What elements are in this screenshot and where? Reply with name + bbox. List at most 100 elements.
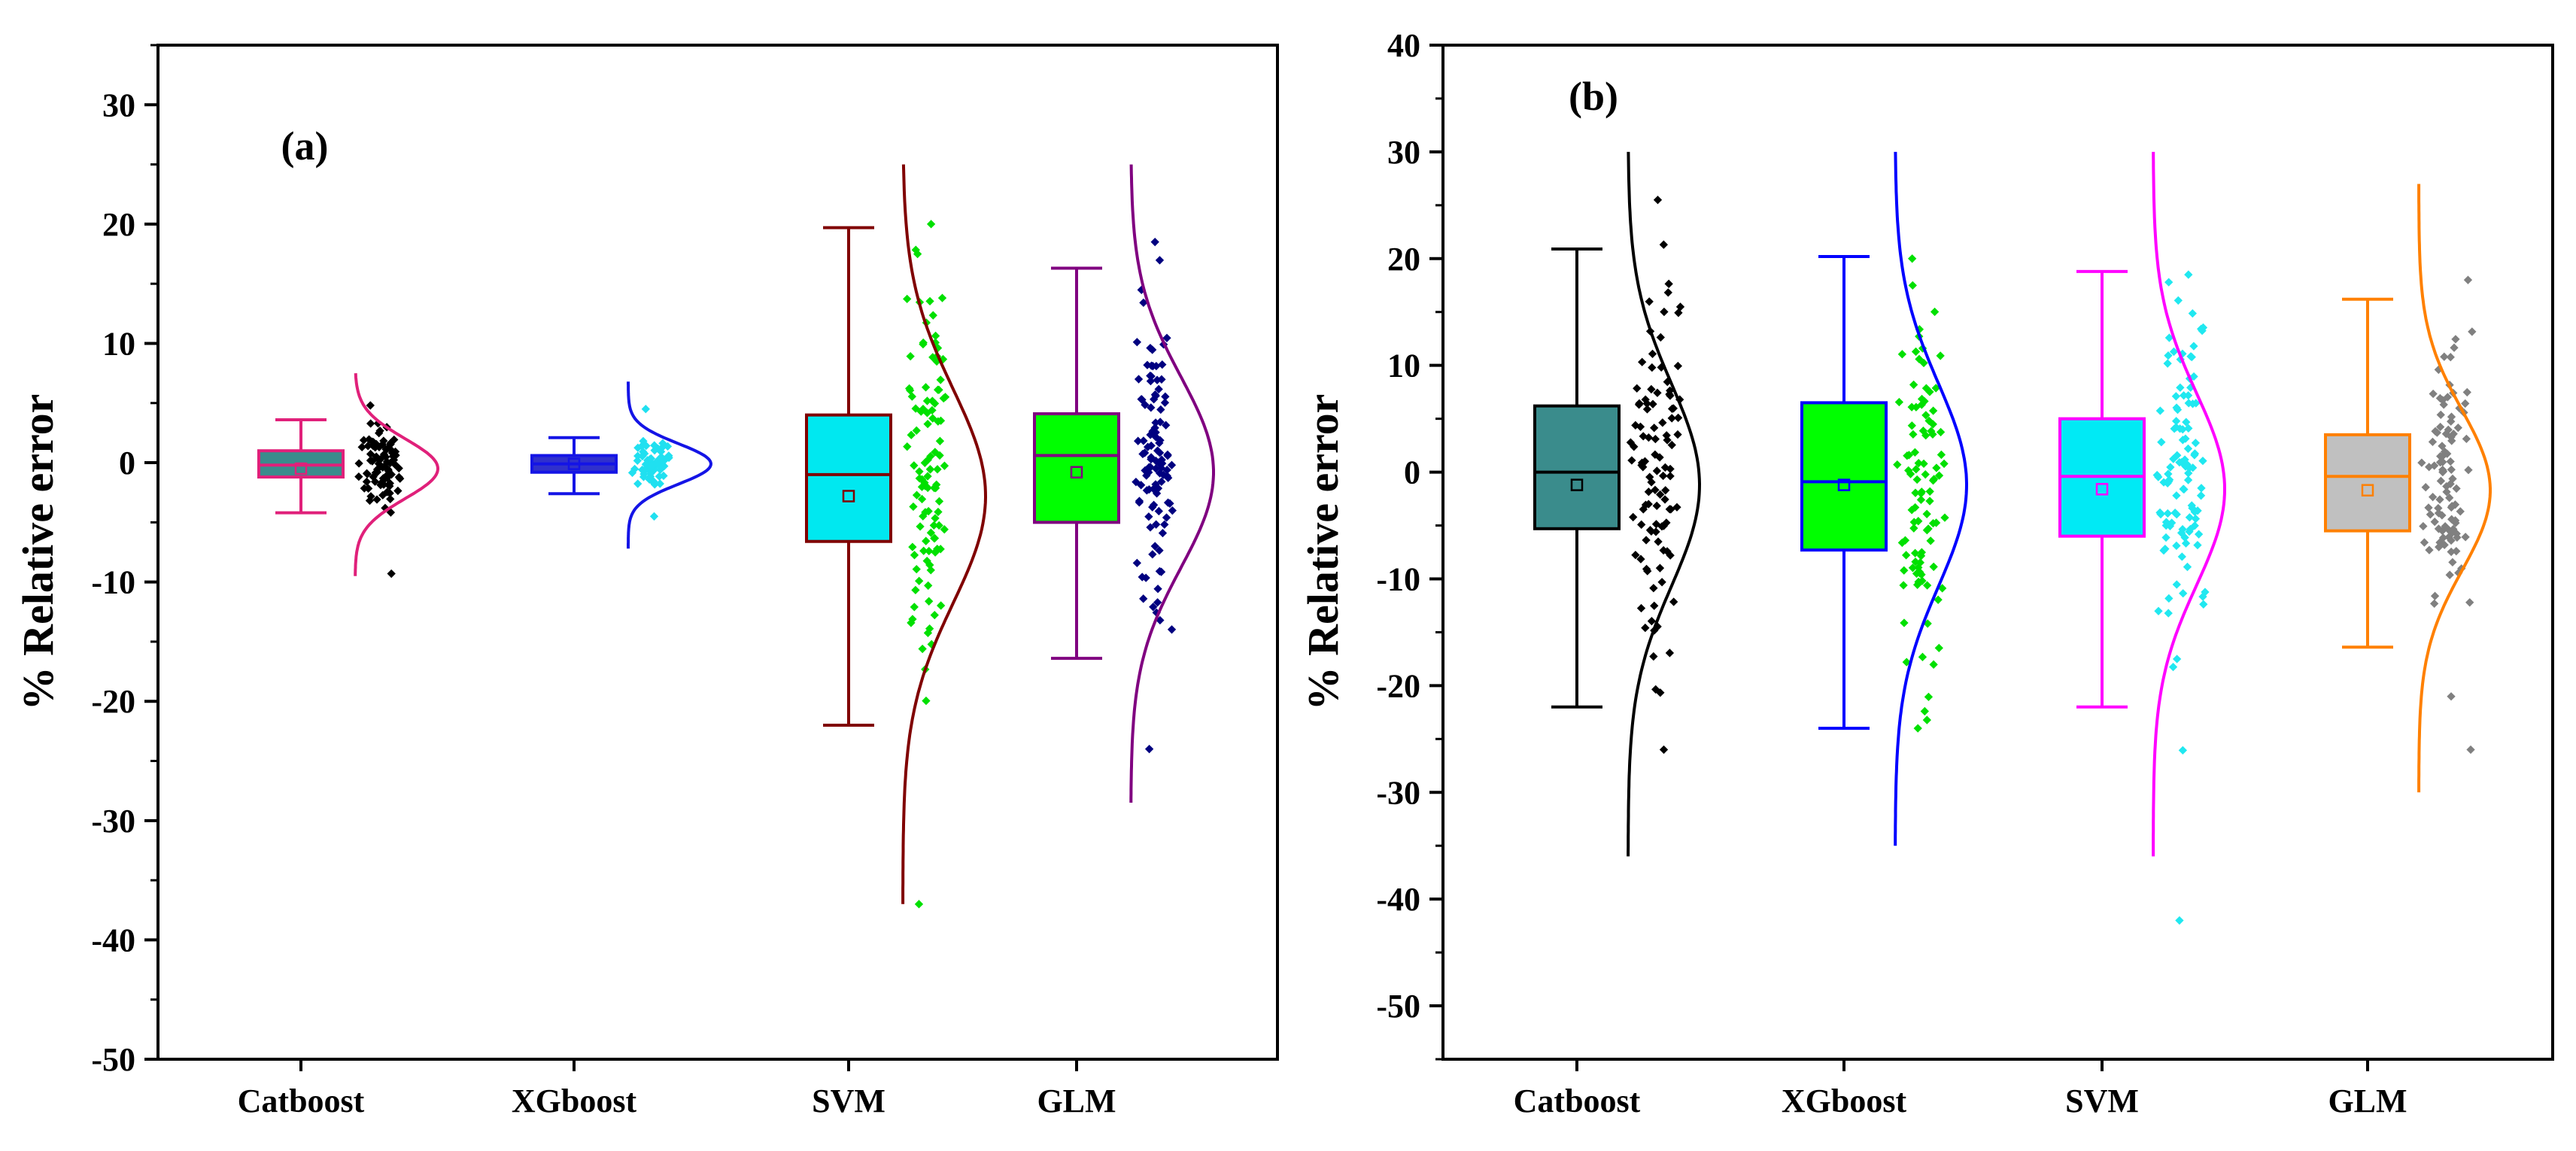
y-tick-label: -20 [91,683,135,720]
data-point [1937,450,1946,460]
data-point [2462,434,2471,444]
data-point [1148,550,1157,559]
data-point [1139,436,1148,445]
data-point [934,521,943,530]
data-point [2447,503,2456,512]
data-point [1907,402,1916,412]
data-point [1641,623,1650,633]
y-axis-label: % Relative error [14,394,62,711]
data-point [2451,335,2460,344]
data-point [1162,513,1171,522]
data-point [2445,494,2454,503]
data-point [2452,484,2461,494]
data-point [2417,458,2426,467]
data-point [911,245,920,254]
data-point [1651,485,1660,494]
data-point [2172,541,2181,551]
data-point [1636,554,1645,563]
data-point [1669,597,1678,606]
data-point [1647,617,1657,626]
data-point [357,442,366,452]
data-point [931,484,940,493]
data-point [1649,651,1658,661]
data-point [1918,652,1927,661]
data-point [2462,387,2471,397]
data-point [2183,475,2193,484]
data-point [931,448,940,457]
data-point [1936,351,1945,360]
series-svm: SVM [2058,151,2227,1119]
data-point [922,536,931,545]
data-point [366,456,375,465]
data-point [2453,423,2462,433]
data-point [1667,440,1676,450]
data-point [1643,566,1652,576]
data-point [1673,430,1682,439]
data-point [1155,546,1164,555]
data-point [1660,307,1669,317]
data-point [1146,371,1155,381]
data-point [378,490,387,500]
data-point [1925,387,1934,396]
data-point [1148,503,1157,512]
data-point [359,436,369,445]
data-point [375,442,384,452]
data-point [928,396,937,405]
data-point [2157,438,2166,447]
data-point [2163,509,2172,518]
data-point [1148,362,1157,371]
data-point [1161,392,1170,401]
data-point [925,560,934,569]
data-point [2436,451,2445,461]
data-point [2461,399,2470,408]
data-point [1912,475,1921,484]
data-point [912,490,922,500]
data-point [910,603,919,612]
data-point [1908,281,1917,290]
data-point [2461,533,2470,542]
box [1033,412,1120,524]
data-point [1661,486,1670,495]
data-point [1658,471,1668,481]
data-point [2464,466,2473,475]
data-point [1912,580,1922,589]
data-point [1155,439,1164,448]
data-point [1644,487,1654,497]
data-point [930,533,939,543]
data-point [1657,578,1666,587]
data-point [931,331,940,341]
data-point [2446,353,2455,362]
distribution-curve [1894,151,1969,846]
y-tick-label: 0 [119,445,135,481]
x-tick-label: Catboost [1514,1083,1641,1119]
data-point [1899,581,1908,590]
box [1800,401,1888,552]
data-point [1660,495,1669,504]
data-point [921,508,930,517]
series-xgboost: XGboost [512,381,713,1119]
data-point [1156,458,1166,467]
data-point [396,474,405,483]
data-point [2175,457,2184,467]
data-point [1639,505,1648,514]
data-point [1907,506,1916,515]
data-point [1154,506,1163,516]
data-point [1134,436,1143,445]
data-point [2466,745,2475,755]
data-point [915,474,924,483]
data-point [2155,406,2165,415]
data-point [1911,557,1920,566]
data-point [1132,338,1142,347]
data-point [1925,487,1934,496]
data-point [641,405,650,414]
data-point [940,461,949,470]
data-point [1921,431,1930,440]
data-point [2465,598,2474,607]
data-point [916,522,925,531]
data-point [2183,562,2192,572]
data-point [1650,424,1659,433]
y-tick-label: 10 [1387,348,1420,384]
data-point [1154,384,1163,393]
data-point [1146,523,1155,532]
